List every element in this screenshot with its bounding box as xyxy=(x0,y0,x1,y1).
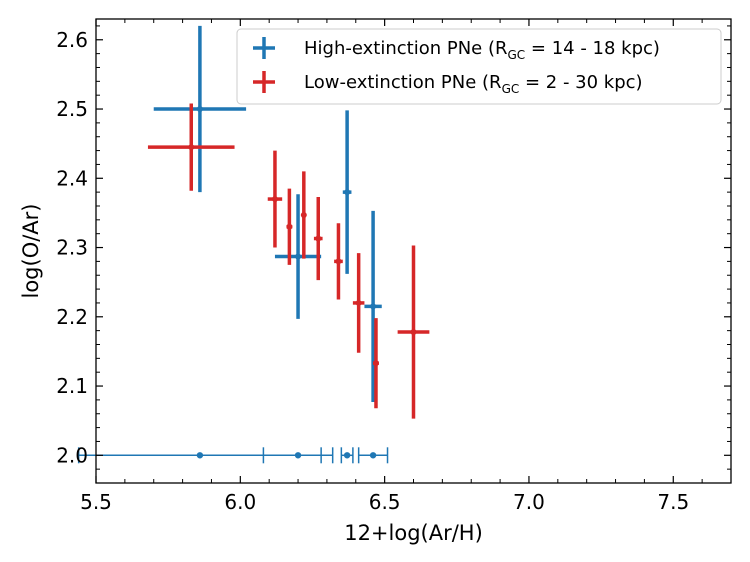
legend-label-tail: = 2 - 30 kpc) xyxy=(519,72,642,93)
y-axis-title: log(O/Ar) xyxy=(19,203,43,298)
legend-label: High-extinction PNe (RGC = 14 - 18 kpc) xyxy=(304,38,660,62)
legend-label-sub: GC xyxy=(507,48,525,62)
x-tick-label: 6.0 xyxy=(224,490,256,514)
x-tick-label: 6.5 xyxy=(369,490,401,514)
typical-error-bars xyxy=(77,447,389,464)
legend-label-tail: = 14 - 18 kpc) xyxy=(525,38,660,59)
data-point xyxy=(344,189,351,196)
y-tick-label: 2.6 xyxy=(56,28,88,52)
typical-error-point xyxy=(294,452,302,459)
x-tick-label: 7.0 xyxy=(513,490,545,514)
y-tick-label: 2.1 xyxy=(56,374,88,398)
typical-error-point xyxy=(196,452,204,459)
series-1 xyxy=(147,103,430,419)
typical-error-point xyxy=(343,452,351,459)
data-point xyxy=(196,106,203,113)
data-point xyxy=(370,303,377,310)
y-tick-label: 2.5 xyxy=(56,97,88,121)
data-point xyxy=(271,196,278,203)
data-point xyxy=(295,253,302,260)
legend-label-sub: GC xyxy=(502,82,520,96)
typical-error-point xyxy=(369,452,377,459)
y-tick-label: 2.3 xyxy=(56,236,88,260)
y-tick-label: 2.2 xyxy=(56,305,88,329)
y-tick-label: 2.0 xyxy=(56,443,88,467)
legend-label-main: Low-extinction PNe (R xyxy=(304,72,502,93)
data-point xyxy=(335,258,342,265)
axis-ticks: 5.5 6.0 6.5 7.0 7.5 2.0 2.1 2.2 2.3 2.4 2.5 2.6 xyxy=(56,19,731,514)
y-tick-label: 2.4 xyxy=(56,166,88,190)
legend: High-extinction PNe (RGC = 14 - 18 kpc)L… xyxy=(236,28,722,105)
data-point xyxy=(355,299,362,306)
data-point xyxy=(188,144,195,151)
x-tick-label: 5.5 xyxy=(80,490,112,514)
plot-marks xyxy=(77,25,430,464)
x-tick-label: 7.5 xyxy=(657,490,689,514)
legend-label: Low-extinction PNe (RGC = 2 - 30 kpc) xyxy=(304,72,643,96)
data-point xyxy=(315,235,322,242)
data-point xyxy=(300,211,307,218)
data-point xyxy=(410,329,417,336)
data-point xyxy=(286,223,293,230)
data-point xyxy=(372,360,379,367)
legend-label-main: High-extinction PNe (R xyxy=(304,38,507,59)
legend-box xyxy=(236,28,722,105)
x-axis-title: 12+log(Ar/H) xyxy=(344,521,483,545)
series-0 xyxy=(153,25,382,402)
